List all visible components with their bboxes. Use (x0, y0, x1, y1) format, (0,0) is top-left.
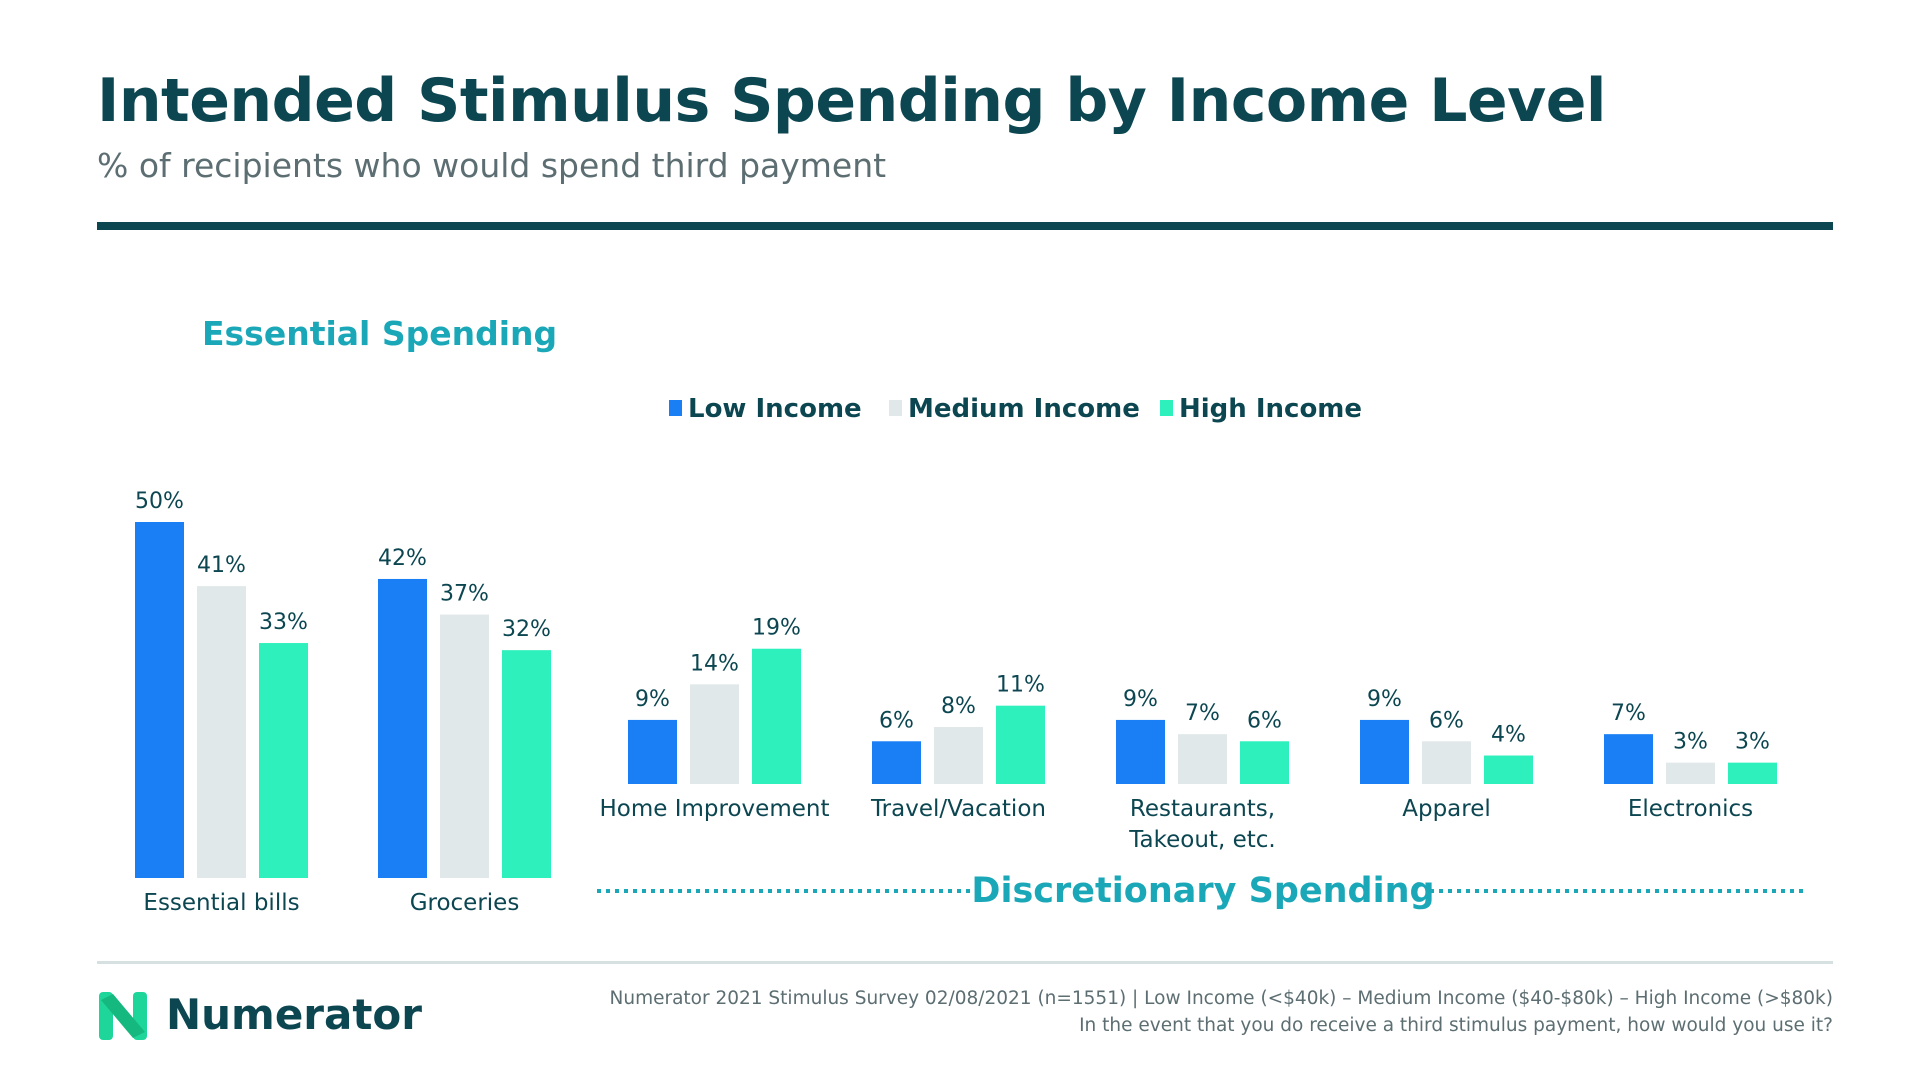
category-label-travel-vacation: Travel/Vacation (870, 796, 1046, 822)
source-note: Numerator 2021 Stimulus Survey 02/08/202… (610, 985, 1834, 1039)
bar-essential-bills-medium-income (197, 586, 246, 878)
data-label: 7% (1185, 701, 1220, 726)
data-label: 11% (996, 673, 1045, 698)
data-label: 6% (1429, 708, 1464, 733)
legend-label-high-income: High Income (1179, 394, 1362, 424)
data-label: 50% (135, 489, 184, 514)
data-label: 19% (752, 616, 801, 641)
bar-restaurants-takeout-etc-low-income (1116, 719, 1165, 784)
legend-label-medium-income: Medium Income (908, 394, 1140, 424)
source-line-1: Numerator 2021 Stimulus Survey 02/08/202… (609, 988, 1834, 1009)
data-label: 4% (1491, 723, 1526, 748)
brand-name: Numerator (166, 990, 422, 1039)
data-label: 6% (1247, 708, 1282, 733)
data-label: 8% (941, 694, 976, 719)
bar-apparel-high-income (1484, 755, 1533, 784)
bar-essential-bills-high-income (259, 643, 308, 878)
category-label-home-improvement: Home Improvement (600, 796, 830, 822)
category-label-groceries: Groceries (410, 890, 520, 916)
bar-travel-vacation-medium-income (934, 727, 983, 784)
category-label-essential-bills: Essential bills (143, 890, 299, 916)
legend-swatch-low-income (669, 400, 682, 416)
bar-apparel-low-income (1360, 719, 1409, 784)
category-label-electronics: Electronics (1628, 796, 1753, 822)
data-label: 3% (1735, 730, 1770, 755)
data-label: 14% (690, 651, 739, 676)
data-label: 9% (1367, 687, 1402, 712)
group-heading-essential: Essential Spending (202, 314, 557, 353)
data-label: 33% (259, 610, 308, 635)
bar-travel-vacation-high-income (996, 705, 1045, 784)
bar-electronics-high-income (1728, 762, 1777, 784)
footer-divider (97, 961, 1833, 964)
header-divider (97, 222, 1833, 230)
category-label-restaurants-takeout-etc: Restaurants, Takeout, etc. (1128, 796, 1275, 853)
data-label: 9% (635, 687, 670, 712)
data-label: 37% (440, 582, 489, 607)
bar-restaurants-takeout-etc-high-income (1240, 741, 1289, 784)
bar-electronics-medium-income (1666, 762, 1715, 784)
bar-home-improvement-low-income (628, 719, 677, 784)
data-label: 41% (197, 553, 246, 578)
legend-swatch-high-income (1160, 400, 1173, 416)
legend-swatch-medium-income (889, 400, 902, 416)
bar-electronics-low-income (1604, 734, 1653, 784)
legend-label-low-income: Low Income (688, 394, 862, 424)
page-subtitle: % of recipients who would spend third pa… (97, 146, 887, 185)
data-label: 3% (1673, 730, 1708, 755)
bar-home-improvement-high-income (752, 648, 801, 784)
data-label: 32% (502, 617, 551, 642)
group-heading-discretionary: Discretionary Spending (971, 871, 1434, 911)
bar-restaurants-takeout-etc-medium-income (1178, 734, 1227, 784)
data-label: 6% (879, 708, 914, 733)
category-label-apparel: Apparel (1402, 796, 1491, 822)
source-line-2: In the event that you do receive a third… (1079, 1015, 1833, 1036)
bar-groceries-high-income (502, 650, 551, 878)
bar-groceries-medium-income (440, 614, 489, 878)
bar-apparel-medium-income (1422, 741, 1471, 784)
data-label: 7% (1611, 701, 1646, 726)
spending-bar-chart: 50% 41% 33% Essential bills 42% 37% 32% Groceri… (135, 314, 1805, 916)
bar-essential-bills-low-income (135, 522, 184, 878)
data-label: 42% (378, 546, 427, 571)
numerator-logo-icon (99, 992, 147, 1040)
bar-groceries-low-income (378, 578, 427, 878)
bar-home-improvement-medium-income (690, 684, 739, 784)
page-title: Intended Stimulus Spending by Income Lev… (97, 66, 1607, 136)
data-label: 9% (1123, 687, 1158, 712)
bar-travel-vacation-low-income (872, 741, 921, 784)
